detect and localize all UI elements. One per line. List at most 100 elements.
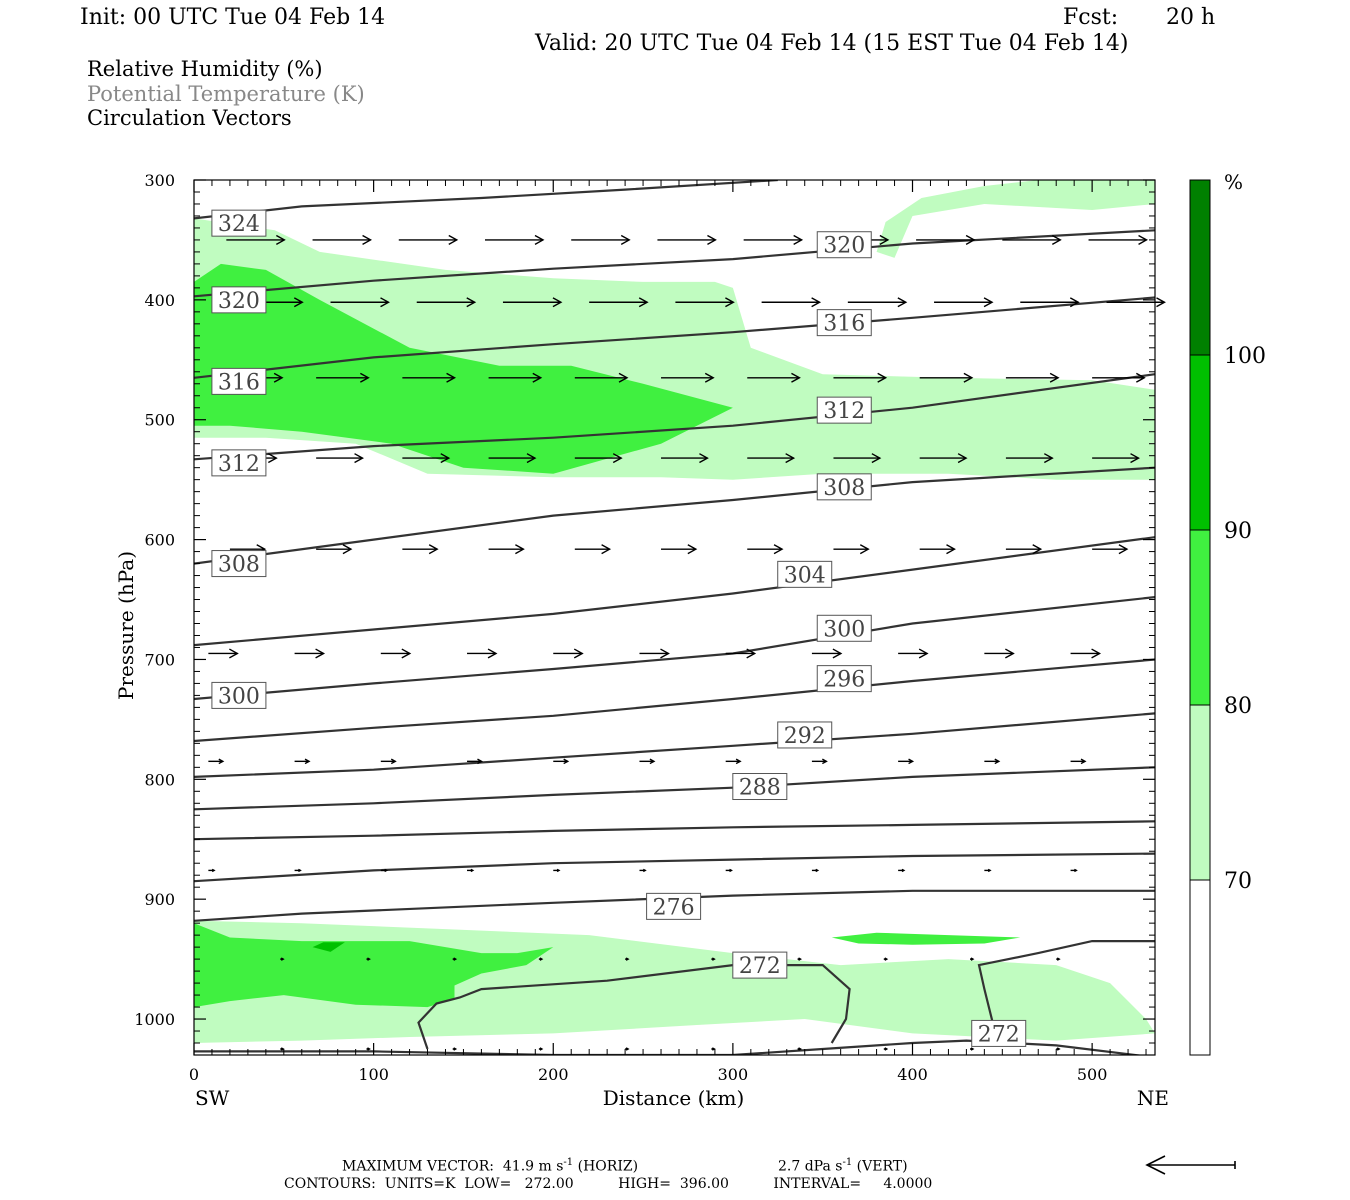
colorbar-bin [1189, 179, 1211, 356]
circulation-vector [761, 297, 822, 308]
svg-text:320: 320 [218, 289, 260, 314]
colorbar-level-label: 100 [1224, 344, 1266, 369]
field-label-rh: Relative Humidity (%) [87, 57, 323, 81]
colorbar-level-label: 70 [1224, 869, 1252, 894]
circulation-vector [402, 453, 451, 464]
svg-text:312: 312 [218, 452, 260, 477]
circulation-vector [538, 1047, 544, 1051]
circulation-vector [589, 297, 649, 308]
circulation-vector [484, 234, 545, 245]
circulation-vector [898, 758, 915, 765]
circulation-vector [675, 297, 735, 308]
isentrope-284-10 [194, 820, 1155, 841]
x-tick-label: 200 [538, 1065, 569, 1084]
circulation-vector [574, 453, 623, 464]
circulation-vector [639, 758, 656, 765]
circulation-vector [1070, 758, 1087, 765]
circulation-vector [657, 234, 717, 245]
x-tick-label: 300 [718, 1065, 749, 1084]
svg-text:296: 296 [823, 668, 865, 693]
isentrope-label: 292 [777, 721, 833, 749]
circulation-vector [711, 957, 716, 961]
circulation-vector [639, 868, 647, 873]
isentrope-label: 276 [646, 892, 702, 920]
circulation-vector [488, 453, 537, 464]
y-tick-label: 600 [144, 531, 175, 550]
colorbar-unit: % [1224, 170, 1243, 194]
isentrope-label: 316 [211, 367, 267, 395]
circulation-vector [898, 648, 929, 659]
x-tick-label: 100 [358, 1065, 389, 1084]
circulation-vector [574, 544, 612, 555]
svg-text:304: 304 [784, 563, 826, 588]
circulation-vector [969, 1047, 975, 1051]
svg-text:300: 300 [218, 684, 260, 709]
circulation-vector [725, 758, 742, 765]
circulation-vector [661, 453, 709, 464]
svg-text:320: 320 [823, 234, 865, 259]
isentrope-292-8 [194, 712, 1155, 778]
svg-text:312: 312 [823, 399, 865, 424]
svg-text:272: 272 [739, 954, 781, 979]
isentrope-304-5 [194, 536, 1155, 647]
circulation-vector [934, 297, 994, 308]
circulation-vector [452, 957, 458, 961]
contour-info: CONTOURS: UNITS=K LOW= 272.00 HIGH= 396.… [284, 1176, 933, 1192]
circulation-vector [1005, 453, 1054, 464]
circulation-vector [1092, 453, 1140, 464]
isentrope-label: 296 [816, 665, 872, 693]
circulation-vector [380, 868, 389, 873]
circulation-vector [574, 372, 629, 383]
valid-time: Valid: 20 UTC Tue 04 Feb 14 (15 EST Tue … [535, 31, 1129, 56]
isentrope-272-13 [417, 963, 851, 1050]
isentrope-label: 308 [211, 550, 267, 578]
circulation-vector [811, 648, 843, 659]
circulation-vector [330, 297, 390, 308]
forecast-hour: 20 h [1166, 5, 1216, 30]
field-label-theta: Potential Temperature (K) [87, 82, 365, 106]
circulation-vector [625, 957, 630, 961]
isentrope-label: 324 [211, 209, 267, 237]
circulation-vector [833, 453, 882, 464]
circulation-vector [747, 544, 784, 555]
circulation-vector [538, 957, 544, 961]
svg-text:324: 324 [218, 212, 260, 237]
plot-frame [193, 179, 1156, 1056]
right-end-label: NE [1137, 1086, 1169, 1110]
reference-vector-arrow [1145, 1155, 1236, 1175]
forecast-label: Fcst: [1063, 5, 1119, 30]
circulation-vector [467, 758, 483, 765]
y-tick-label: 300 [144, 171, 175, 190]
circulation-vector [898, 868, 906, 873]
isentrope-312-3 [194, 373, 1155, 461]
colorbar-level-label: 90 [1224, 519, 1252, 544]
isentrope-316-2 [194, 296, 1155, 379]
svg-text:292: 292 [784, 724, 826, 749]
svg-text:276: 276 [653, 895, 695, 920]
circulation-vector [797, 957, 802, 961]
circulation-vector [380, 758, 397, 765]
y-axis-label: Pressure (hPa) [114, 551, 138, 700]
circulation-vector [883, 1047, 889, 1051]
circulation-vector [969, 957, 975, 961]
isentrope-label: 308 [816, 473, 872, 501]
circulation-vector [312, 234, 373, 245]
circulation-vector [208, 758, 225, 765]
isentrope-label: 288 [732, 773, 788, 801]
circulation-vector [743, 234, 804, 245]
circulation-vector [467, 648, 498, 659]
circulation-vector [1070, 648, 1102, 659]
rh-region-70-1 [876, 180, 1155, 258]
circulation-vector [366, 1047, 371, 1051]
isentrope-308-4 [194, 466, 1155, 565]
svg-text:288: 288 [739, 776, 781, 801]
circulation-vector [280, 957, 285, 961]
circulation-vector [984, 868, 992, 873]
isentrope-label: 316 [816, 309, 872, 337]
isentrope-label: 312 [211, 449, 267, 477]
isentrope-label: 312 [816, 396, 872, 424]
isentrope-296-7 [194, 658, 1155, 743]
circulation-vector [1020, 297, 1080, 308]
circulation-vector [833, 544, 870, 555]
